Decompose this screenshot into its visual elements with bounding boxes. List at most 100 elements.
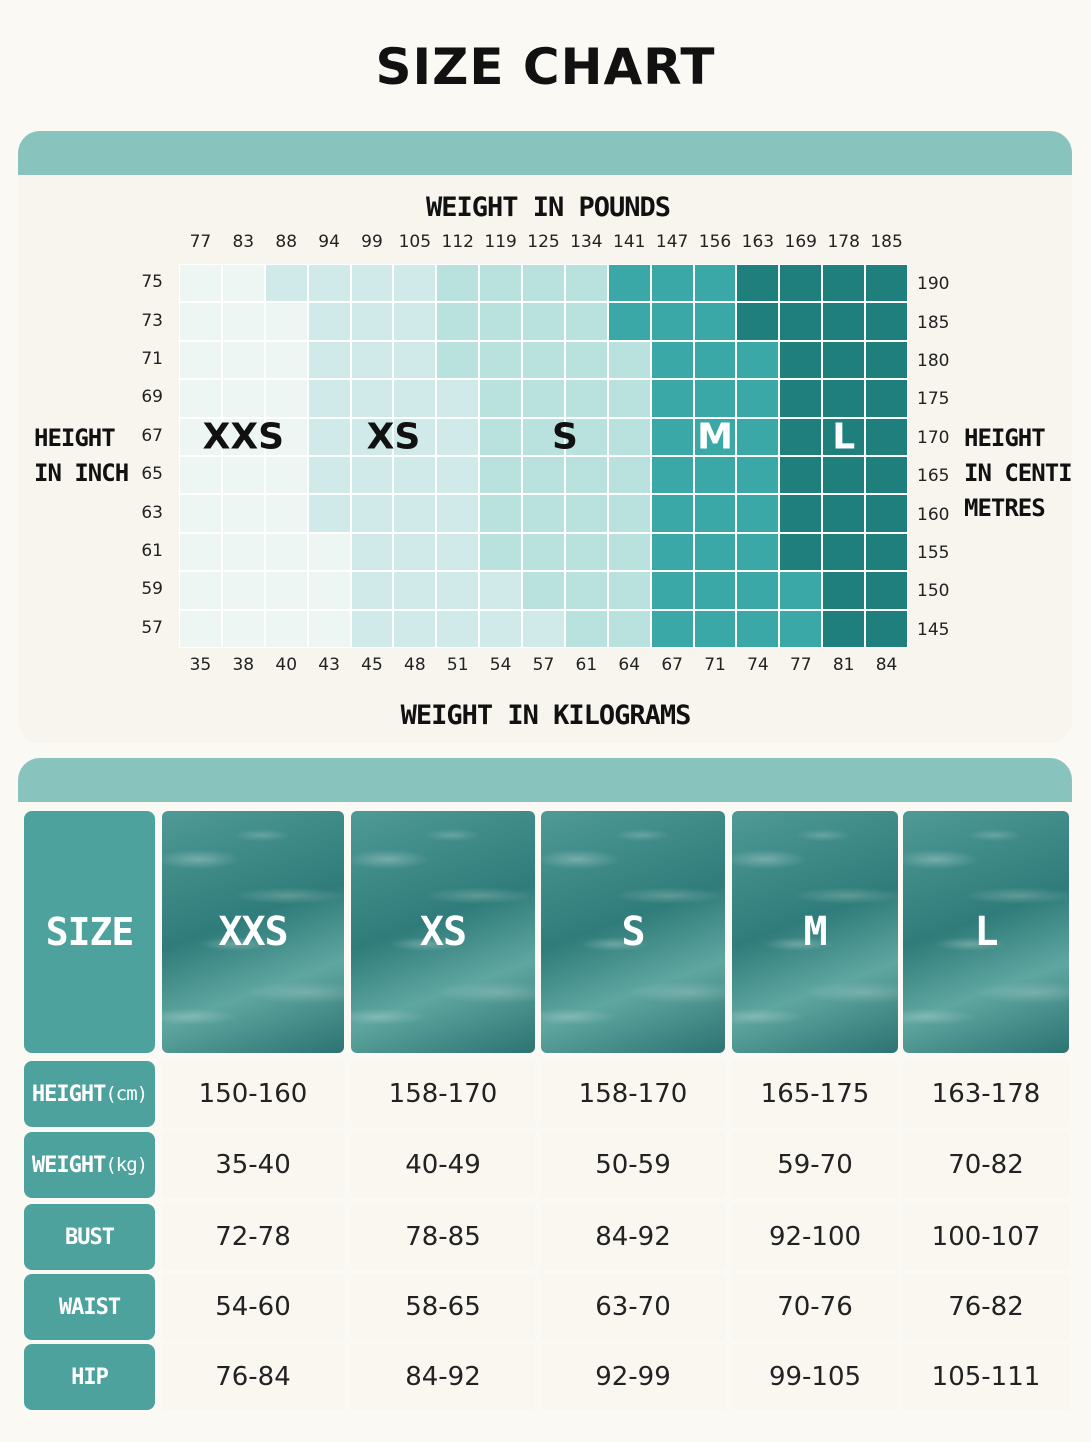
heatmap-cell: [650, 494, 694, 533]
heatmap-cell: [179, 571, 222, 610]
size-column-label: XXS: [218, 909, 288, 955]
water-texture: [903, 811, 1069, 1053]
heatmap-cell: [564, 379, 608, 418]
table-cell: 105-111: [903, 1344, 1069, 1410]
heatmap-cell: [736, 302, 780, 341]
heatmap-cell: [564, 571, 608, 610]
heatmap-cell: [522, 379, 565, 418]
heatmap-cell: [822, 417, 866, 456]
table-cell: 158-170: [351, 1061, 535, 1127]
heatmap-cell: [264, 417, 308, 456]
heatmap-cell: [350, 494, 394, 533]
heatmap-cell: [564, 264, 608, 303]
weight-kg-tick: 71: [704, 655, 726, 675]
weight-lb-tick: 147: [655, 232, 689, 252]
weight-kg-tick: 43: [318, 655, 340, 675]
heatmap-cell: [436, 494, 480, 533]
heatmap-cell: [221, 456, 265, 495]
heatmap-cell: [865, 417, 908, 456]
heatmap-cell: [393, 417, 437, 456]
heatmap-cell: [607, 571, 651, 610]
heatmap-cell: [264, 494, 308, 533]
table-cell: 35-40: [162, 1132, 344, 1198]
weight-kg-tick: 81: [832, 655, 855, 675]
row-label-text: BUST: [65, 1224, 115, 1250]
heatmap-cell: [264, 302, 308, 341]
heatmap-cell: [221, 532, 265, 572]
heatmap-cell: [350, 340, 394, 380]
height-cm-tick: 145: [917, 619, 950, 640]
heatmap-cell: [736, 264, 780, 303]
heatmap-cell: [179, 456, 222, 495]
heatmap-cell: [522, 417, 565, 456]
heatmap-cell: [865, 571, 908, 610]
heatmap-cell: [779, 417, 823, 456]
weight-kg-tick: 67: [661, 655, 683, 675]
size-header-cell: SIZE: [24, 811, 155, 1053]
heatmap-cell: [822, 379, 866, 418]
heatmap-cell: [607, 340, 651, 380]
heatmap-cell: [522, 302, 565, 341]
heatmap-cell: [179, 379, 222, 418]
weight-kg-tick: 51: [446, 655, 469, 675]
heatmap-cell: [736, 340, 780, 380]
heatmap-cell: [865, 456, 908, 495]
size-column-header: XXS: [162, 811, 344, 1053]
row-label-text: WAIST: [58, 1294, 121, 1320]
heatmap-cell: [350, 379, 394, 418]
heatmap-cell: [779, 340, 823, 380]
heatmap-cell: [822, 494, 866, 533]
row-label-text: HEIGHT: [31, 1081, 106, 1107]
heatmap-cell: [779, 264, 823, 303]
heatmap-cell: [307, 340, 351, 380]
heatmap-cell: [522, 571, 565, 610]
heatmap-cell: [564, 340, 608, 380]
heatmap-cell: [779, 532, 823, 572]
row-label-hip: HIP: [24, 1344, 155, 1410]
table-cell: 72-78: [162, 1204, 344, 1270]
heatmap-cell: [650, 532, 694, 572]
height-cm-tick: 155: [917, 543, 950, 563]
heatmap-cell: [564, 302, 608, 341]
heatmap-cell: [393, 494, 437, 533]
table-cell: 99-105: [732, 1344, 898, 1410]
heatmap-cell: [693, 302, 737, 341]
table-cell: 40-49: [351, 1132, 535, 1198]
heatmap-cell: [865, 494, 908, 533]
heatmap-cell: [865, 609, 908, 648]
heatmap-cell: [650, 264, 694, 303]
heatmap-cell: [436, 609, 480, 648]
table-cell: 84-92: [541, 1204, 725, 1270]
heatmap-cell: [479, 302, 523, 341]
weight-lb-tick: 88: [275, 232, 298, 252]
heatmap-cell: [736, 609, 780, 648]
table-cell: 70-76: [732, 1274, 898, 1340]
height-in-tick: 61: [141, 541, 163, 561]
row-label-unit: (kg): [105, 1154, 148, 1176]
height-in-tick: 63: [141, 502, 163, 523]
row-label-height: HEIGHT (cm): [24, 1061, 155, 1127]
table-cell: 150-160: [162, 1061, 344, 1127]
heatmap-cell: [264, 609, 308, 648]
row-label-text: HIP: [71, 1364, 109, 1390]
row-label-text: WEIGHT: [31, 1152, 106, 1178]
panel-header-band: [18, 758, 1072, 802]
heatmap-cell: [693, 417, 737, 456]
size-column-header: M: [732, 811, 898, 1053]
page-title: SIZE CHART: [375, 38, 716, 96]
heatmap-cell: [822, 532, 866, 572]
height-cm-tick: 160: [917, 504, 950, 525]
heatmap-cell: [522, 494, 565, 533]
heatmap-cell: [736, 494, 780, 533]
weight-lb-tick: 94: [318, 232, 340, 252]
heatmap-cell: [779, 456, 823, 495]
heatmap-cell: [179, 417, 222, 456]
table-cell: 50-59: [541, 1132, 725, 1198]
weight-lb-tick: 125: [527, 232, 560, 252]
heatmap-cell: [393, 532, 437, 572]
heatmap-cell: [350, 609, 394, 648]
heatmap-cell: [522, 609, 565, 648]
heatmap-cell: [736, 417, 780, 456]
heatmap-cell: [693, 571, 737, 610]
weight-kg-tick: 77: [789, 655, 812, 675]
